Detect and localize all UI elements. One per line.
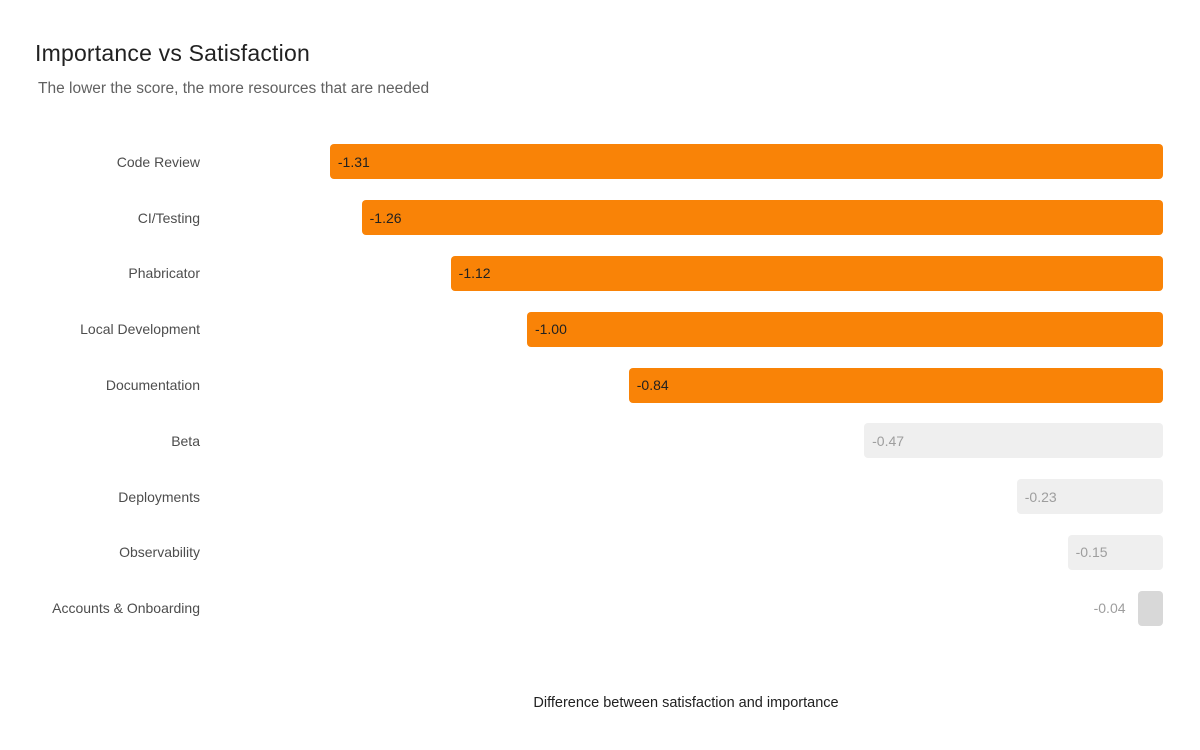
bar-value-label: -0.23	[1024, 488, 1057, 505]
bar: -1.00	[526, 311, 1163, 347]
bar: -1.31	[329, 144, 1163, 180]
plot-track: -0.15	[209, 534, 1163, 570]
chart-row: Beta -0.47	[0, 413, 1163, 469]
plot-track: -0.47	[209, 423, 1163, 459]
category-label: Phabricator	[128, 265, 200, 282]
chart-row: Code Review -1.31	[0, 134, 1163, 190]
plot-track: -1.00	[209, 311, 1163, 347]
bar-value-label-outside: -0.04	[1093, 600, 1126, 617]
bar-rows: Code Review -1.31 CI/Testing -1.26 Phabr…	[0, 134, 1163, 636]
chart-row: CI/Testing -1.26	[0, 190, 1163, 246]
plot-track: -1.26	[209, 200, 1163, 236]
plot-track: -1.31	[209, 144, 1163, 180]
category-label: Documentation	[105, 377, 200, 394]
bar-value-label: -0.15	[1075, 544, 1108, 561]
bar: -1.26	[361, 200, 1163, 236]
bar-value-label: -0.47	[872, 432, 905, 449]
plot-track: -0.23	[209, 479, 1163, 515]
chart-title: Importance vs Satisfaction	[35, 40, 310, 66]
plot-track: -0.04	[209, 590, 1163, 626]
bar	[1137, 590, 1163, 626]
plot-track: -0.84	[209, 367, 1163, 403]
bar-value-label: -1.31	[337, 153, 370, 170]
category-label: Accounts & Onboarding	[52, 600, 200, 617]
chart-subtitle: The lower the score, the more resources …	[38, 80, 430, 97]
plot-track: -1.12	[209, 255, 1163, 291]
chart-row: Deployments -0.23	[0, 469, 1163, 525]
bar: -0.23	[1016, 479, 1163, 515]
bar: -0.15	[1067, 534, 1163, 570]
category-label: Beta	[171, 432, 200, 449]
category-label: Deployments	[118, 488, 200, 505]
bar: -0.84	[628, 367, 1163, 403]
x-axis-label: Difference between satisfaction and impo…	[533, 695, 839, 711]
bar-value-label: -1.12	[458, 265, 491, 282]
chart-row: Documentation -0.84	[0, 357, 1163, 413]
bar: -0.47	[864, 423, 1163, 459]
chart-row: Observability -0.15	[0, 525, 1163, 581]
chart-row: Phabricator -1.12	[0, 246, 1163, 302]
category-label: Local Development	[80, 321, 200, 338]
bar: -1.12	[450, 255, 1163, 291]
category-label: Observability	[119, 544, 200, 561]
chart-row: Accounts & Onboarding -0.04	[0, 580, 1163, 636]
category-label: CI/Testing	[137, 209, 200, 226]
bar-value-label: -1.26	[369, 209, 402, 226]
chart-row: Local Development -1.00	[0, 301, 1163, 357]
bar-value-label: -0.84	[636, 377, 669, 394]
category-label: Code Review	[116, 153, 200, 170]
bar-value-label: -1.00	[534, 321, 567, 338]
